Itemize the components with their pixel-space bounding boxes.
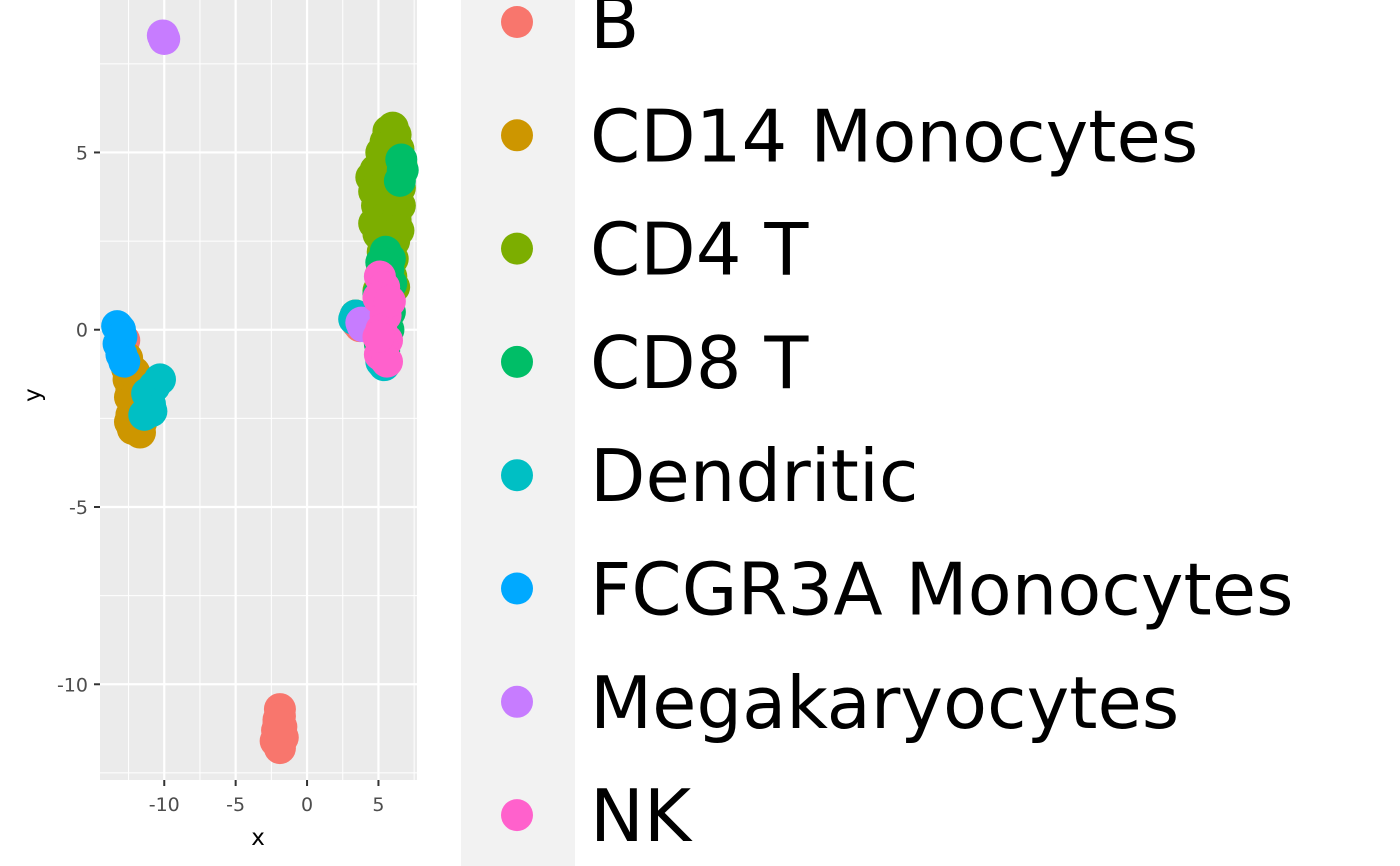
series-7	[362, 260, 406, 378]
x-axis-title: x	[251, 825, 265, 851]
y-tick-label: 0	[76, 320, 88, 342]
data-point	[373, 285, 406, 318]
legend-item: CD8 T	[501, 321, 809, 405]
tick-labels: -10 -5 0 5 -10 -5 0 5	[57, 142, 385, 816]
data-point	[108, 345, 141, 378]
legend: B CD14 Monocytes CD4 T CD8 T Dendritic FCGR3A…	[501, 0, 1294, 858]
legend-key	[501, 572, 533, 605]
legend-key	[501, 232, 533, 265]
legend-item: FCGR3A Monocytes	[501, 548, 1294, 632]
legend-item: NK	[501, 774, 693, 858]
legend-key	[501, 6, 533, 38]
x-tick-label: 5	[372, 794, 384, 816]
y-tick-label: -5	[69, 497, 88, 519]
legend-item: CD14 Monocytes	[501, 94, 1198, 178]
legend-key	[501, 459, 533, 492]
x-tick-label: -10	[149, 794, 180, 816]
data-point	[383, 164, 416, 197]
y-tick-label: -10	[57, 674, 88, 696]
legend-label: FCGR3A Monocytes	[590, 548, 1294, 632]
data-point	[265, 710, 298, 743]
legend-key	[501, 799, 533, 832]
legend-label: CD8 T	[590, 321, 809, 405]
x-tick-label: 0	[301, 794, 313, 816]
axis-ticks	[94, 151, 380, 786]
legend-item: B	[501, 0, 639, 65]
y-axis-title: y	[20, 388, 46, 402]
legend-label: Dendritic	[590, 434, 919, 518]
y-tick-label: 5	[76, 142, 88, 164]
points-layer	[101, 19, 419, 765]
series-5	[101, 310, 141, 378]
legend-key	[501, 119, 533, 152]
grid-minor	[100, 0, 417, 780]
data-point	[148, 23, 181, 55]
legend-label: Megakaryocytes	[590, 661, 1179, 745]
data-point	[128, 398, 161, 431]
x-tick-label: -5	[226, 794, 245, 816]
data-point	[362, 320, 395, 353]
legend-label: CD4 T	[590, 208, 809, 292]
legend-item: Megakaryocytes	[501, 661, 1179, 745]
data-point	[371, 345, 404, 378]
legend-label: CD14 Monocytes	[590, 94, 1198, 178]
legend-item: CD4 T	[501, 208, 809, 292]
legend-label: NK	[590, 774, 693, 858]
legend-label: B	[590, 0, 639, 65]
legend-key	[501, 345, 533, 378]
legend-item: Dendritic	[501, 434, 919, 518]
legend-key	[501, 685, 533, 718]
